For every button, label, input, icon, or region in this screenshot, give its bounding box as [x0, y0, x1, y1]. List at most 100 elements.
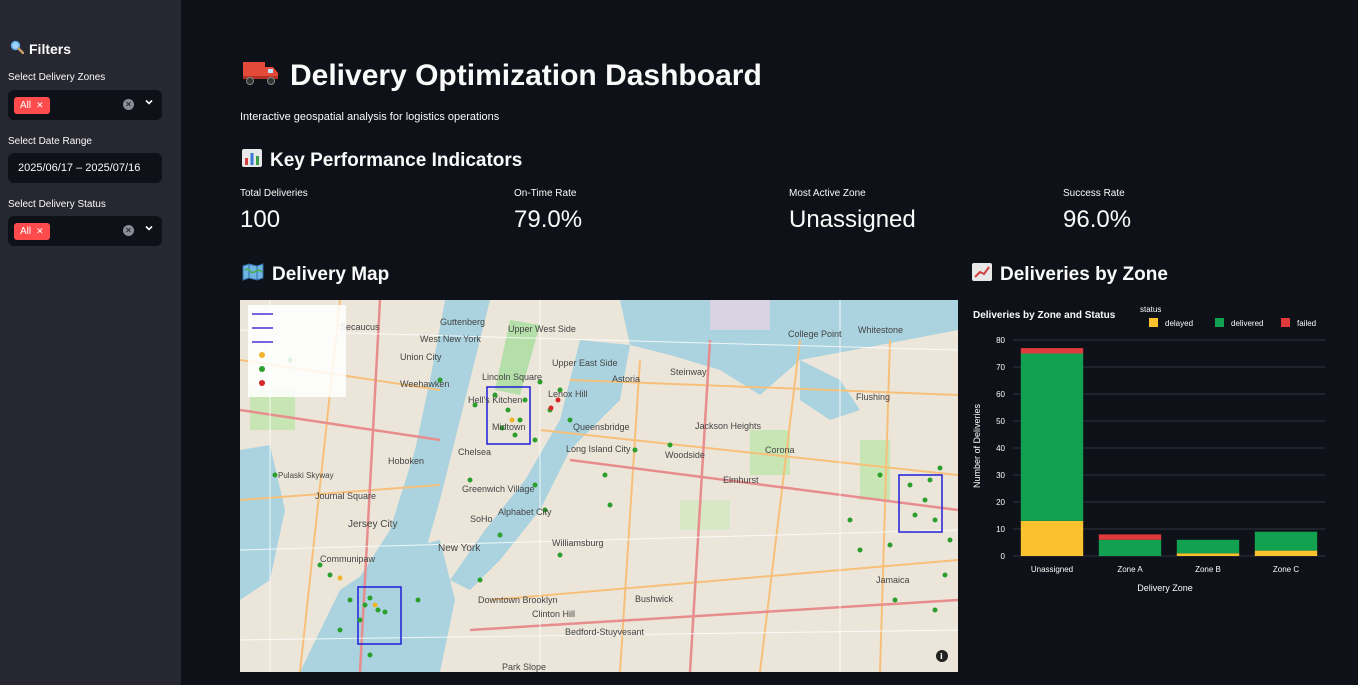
map-label: Upper East Side: [552, 358, 618, 368]
map-label: New York: [438, 543, 481, 554]
bar-delivered[interactable]: [1020, 353, 1084, 521]
map-label: Park Slope: [502, 662, 546, 672]
map-label: Secaucus: [340, 322, 380, 332]
map-label: Alphabet City: [498, 507, 552, 517]
status-multiselect[interactable]: All ✕ ✕: [8, 216, 162, 246]
chevron-down-icon[interactable]: [144, 223, 154, 233]
chart-heading: Deliveries by Zone: [972, 263, 1168, 287]
status-chip-label: All: [20, 225, 32, 237]
map-label: Pulaski Skyway: [278, 471, 334, 480]
y-tick-label: 50: [996, 417, 1005, 426]
map-label: Jamaica: [876, 575, 910, 585]
bar-delivered[interactable]: [1098, 539, 1162, 556]
map-label: Queensbridge: [573, 422, 630, 432]
svg-text:i: i: [940, 652, 943, 661]
kpi-value: 79.0%: [514, 206, 583, 233]
map-label: Hell's Kitchen: [468, 395, 522, 405]
clear-icon[interactable]: ✕: [123, 225, 134, 236]
clear-icon[interactable]: ✕: [123, 99, 134, 110]
y-tick-label: 40: [996, 444, 1005, 453]
map-label: Astoria: [612, 374, 640, 384]
remove-chip-icon[interactable]: ✕: [36, 225, 44, 236]
chart-heading-text: Deliveries by Zone: [1000, 264, 1168, 285]
kpi-label: Total Deliveries: [240, 188, 308, 199]
bar-delayed[interactable]: [1020, 520, 1084, 556]
map-label: Whitestone: [858, 325, 903, 335]
y-tick-label: 10: [996, 525, 1005, 534]
legend-entry[interactable]: failed: [1297, 319, 1316, 328]
map-label: Downtown Brooklyn: [478, 595, 558, 605]
map-label: Lenox Hill: [548, 389, 588, 399]
zones-multiselect[interactable]: All ✕ ✕: [8, 90, 162, 120]
kpi-label: Most Active Zone: [789, 188, 866, 199]
page-title-text: Delivery Optimization Dashboard: [290, 59, 762, 92]
line-chart-icon: [972, 263, 992, 287]
map-label: College Point: [788, 329, 842, 339]
y-tick-label: 70: [996, 363, 1005, 372]
map-label: Greenwich Village: [462, 484, 534, 494]
map-label: Communipaw: [320, 554, 376, 564]
y-tick-label: 80: [996, 336, 1005, 345]
remove-chip-icon[interactable]: ✕: [36, 99, 44, 110]
map-label: West New York: [420, 334, 481, 344]
map-label: Weehawken: [400, 379, 449, 389]
kpi-label: Success Rate: [1063, 188, 1125, 199]
x-tick-label: Zone C: [1273, 565, 1299, 574]
bar-delivered[interactable]: [1254, 531, 1318, 551]
page-title: Delivery Optimization Dashboard: [242, 58, 762, 94]
map-label: Jackson Heights: [695, 421, 762, 431]
sidebar: Filters Select Delivery Zones All ✕ ✕ Se…: [0, 0, 181, 685]
date-range-input[interactable]: 2025/06/17 – 2025/07/16: [8, 153, 162, 183]
bar-delivered[interactable]: [1176, 539, 1240, 554]
delivery-map[interactable]: Guttenberg West New York Union City Weeh…: [240, 300, 958, 672]
map-label: SoHo: [470, 514, 493, 524]
kpi-label: On-Time Rate: [514, 188, 577, 199]
kpi-value: 100: [240, 206, 281, 233]
sidebar-title: Filters: [10, 40, 71, 57]
map-label: Union City: [400, 352, 442, 362]
legend-entry[interactable]: delayed: [1165, 319, 1193, 328]
map-label: Midtown: [492, 422, 526, 432]
truck-icon: [242, 58, 280, 94]
map-label: Clinton Hill: [532, 609, 575, 619]
map-label: Woodside: [665, 450, 705, 460]
y-axis-label: Number of Deliveries: [972, 403, 982, 488]
map-label: Flushing: [856, 392, 890, 402]
map-label: Long Island City: [566, 444, 631, 454]
bar-delayed[interactable]: [1176, 553, 1240, 556]
y-tick-label: 30: [996, 471, 1005, 480]
legend-title: status: [1140, 305, 1161, 314]
info-icon[interactable]: i: [936, 650, 948, 662]
zones-label: Select Delivery Zones: [8, 72, 106, 83]
map-label: Guttenberg: [440, 317, 485, 327]
map-label: Journal Square: [315, 491, 376, 501]
bar-chart-icon: [242, 149, 262, 173]
bar-failed[interactable]: [1020, 348, 1084, 354]
y-tick-label: 60: [996, 390, 1005, 399]
map-label: Corona: [765, 445, 795, 455]
date-label: Select Date Range: [8, 136, 92, 147]
kpi-value: Unassigned: [789, 206, 916, 233]
legend-entry[interactable]: delivered: [1231, 319, 1263, 328]
bar-failed[interactable]: [1098, 534, 1162, 540]
map-label: Lincoln Square: [482, 372, 542, 382]
zones-chip[interactable]: All ✕: [14, 96, 50, 114]
deliveries-chart: Deliveries by Zone and Status status del…: [965, 300, 1335, 600]
y-tick-label: 0: [1001, 552, 1006, 561]
chart-title: Deliveries by Zone and Status: [973, 310, 1116, 321]
bar-delayed[interactable]: [1254, 550, 1318, 556]
map-heading: Delivery Map: [242, 263, 389, 287]
y-tick-label: 20: [996, 498, 1005, 507]
legend-swatch: [1281, 318, 1290, 327]
x-tick-label: Unassigned: [1031, 565, 1073, 574]
status-label: Select Delivery Status: [8, 199, 106, 210]
status-chip[interactable]: All ✕: [14, 222, 50, 240]
zones-chip-label: All: [20, 99, 32, 111]
date-range-value: 2025/06/17 – 2025/07/16: [18, 162, 141, 174]
kpi-heading: Key Performance Indicators: [242, 149, 522, 173]
map-label: Jersey City: [348, 519, 397, 530]
legend-swatch: [1149, 318, 1158, 327]
chevron-down-icon[interactable]: [144, 97, 154, 107]
legend-swatch: [1215, 318, 1224, 327]
kpi-value: 96.0%: [1063, 206, 1132, 233]
